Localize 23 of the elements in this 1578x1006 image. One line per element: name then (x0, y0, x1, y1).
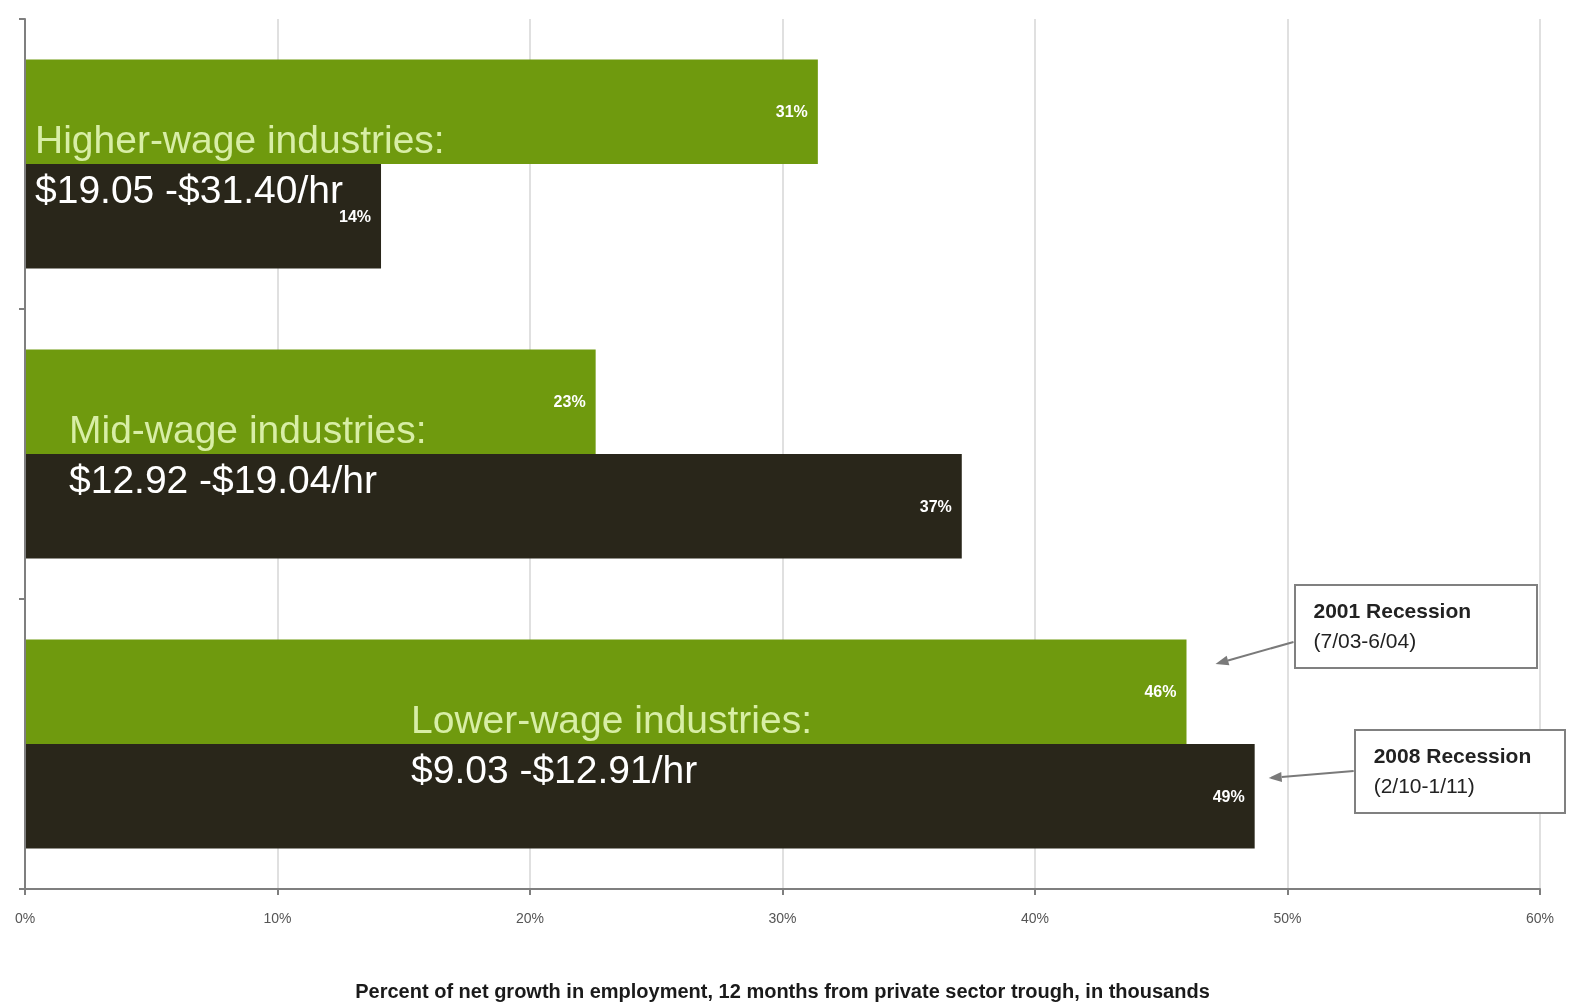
bar (25, 349, 596, 454)
y-tick-label: Lower-wage industries: $9.03 -$12.91/hr (411, 697, 813, 791)
x-tick-label: 10% (263, 910, 292, 926)
bar (25, 744, 1255, 849)
x-tick-label: 0% (14, 910, 36, 926)
x-tick-label: 60% (1525, 910, 1555, 926)
callout-box: 2001 Recession (7/03-6/04) (1293, 584, 1538, 669)
x-axis-title: Percent of net growth in employment, 12 months from private sector trough, in thousands (355, 980, 1210, 1002)
x-tick-label: 30% (768, 910, 797, 926)
x-tick-label: 20% (515, 910, 545, 926)
data-label: 23% (553, 393, 586, 411)
data-label: 49% (1212, 787, 1245, 805)
callout-box: 2008 Recession (2/10-1/11) (1353, 729, 1566, 814)
bar (25, 59, 818, 164)
data-label: 31% (775, 103, 808, 121)
data-label: 46% (1144, 683, 1177, 701)
bar (25, 454, 962, 559)
bar (25, 164, 382, 269)
x-tick-label: 40% (1020, 910, 1050, 926)
data-label: 37% (919, 497, 952, 515)
x-tick-label: 50% (1273, 910, 1302, 926)
bar (25, 639, 1187, 744)
y-tick-label: Mid-wage industries: $12.92 -$19.04/hr (69, 407, 427, 501)
